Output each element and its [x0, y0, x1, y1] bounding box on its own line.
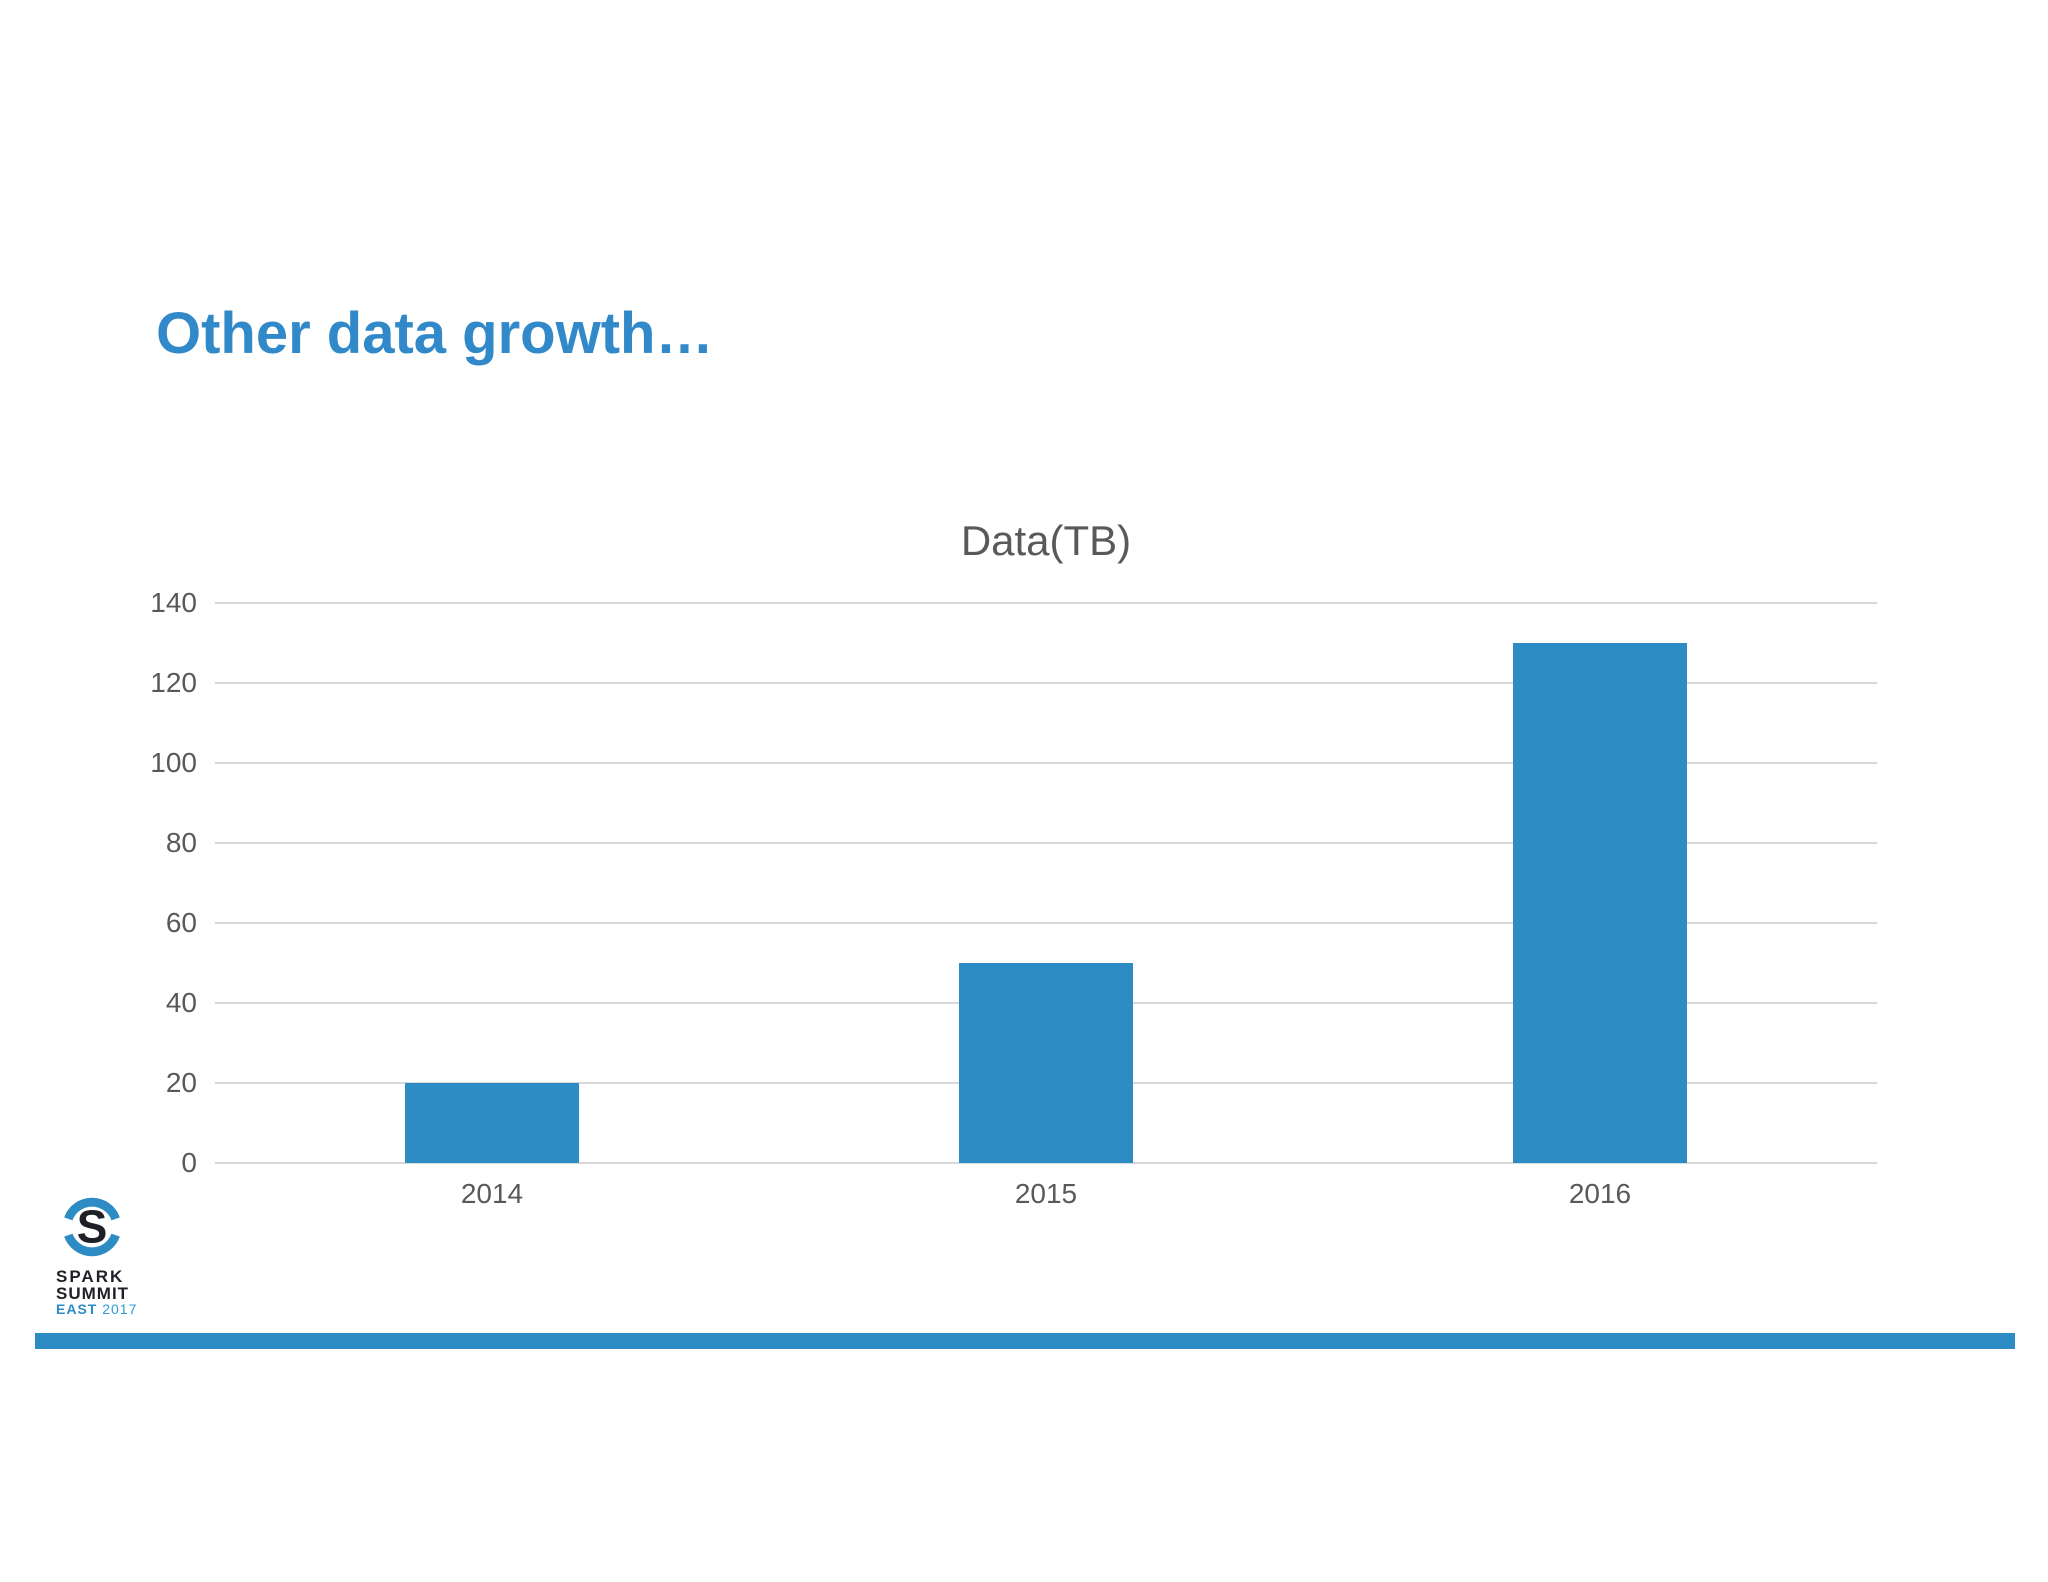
bar-2016 — [1513, 643, 1687, 1163]
x-axis-tick-label: 2014 — [460, 1178, 524, 1209]
y-axis-tick-label: 80 — [165, 827, 197, 858]
y-axis-tick-label: 140 — [150, 587, 197, 618]
y-axis-tick-label: 0 — [181, 1147, 197, 1178]
logo-text-east: EAST — [56, 1301, 98, 1317]
gridline-y-0 — [215, 1162, 1877, 1164]
x-axis-tick-label: 2015 — [1014, 1178, 1078, 1209]
y-axis-tick-label: 20 — [165, 1067, 197, 1098]
gridline-y-120 — [215, 682, 1877, 684]
bar-2014 — [405, 1083, 579, 1163]
svg-text:S: S — [77, 1201, 108, 1253]
logo-text-east-2017: EAST 2017 — [56, 1301, 137, 1317]
bar-2015 — [959, 963, 1133, 1163]
y-axis-tick-label: 120 — [150, 667, 197, 698]
y-axis-tick-label: 60 — [165, 907, 197, 938]
slide-title: Other data growth… — [156, 301, 714, 366]
logo-text-year: 2017 — [97, 1301, 138, 1317]
logo-text-summit: SUMMIT — [56, 1284, 130, 1303]
gridline-y-140 — [215, 602, 1877, 604]
footer-accent-bar — [35, 1333, 2015, 1349]
gridline-y-60 — [215, 922, 1877, 924]
x-axis-tick-label: 2016 — [1568, 1178, 1632, 1209]
y-axis-tick-label: 40 — [165, 987, 197, 1018]
logo-text-spark: SPARK — [56, 1267, 125, 1286]
gridline-y-80 — [215, 842, 1877, 844]
spark-summit-logo-icon: S — [64, 1197, 120, 1257]
chart-title: Data(TB) — [960, 517, 1132, 564]
y-axis-tick-label: 100 — [150, 747, 197, 778]
gridline-y-100 — [215, 762, 1877, 764]
